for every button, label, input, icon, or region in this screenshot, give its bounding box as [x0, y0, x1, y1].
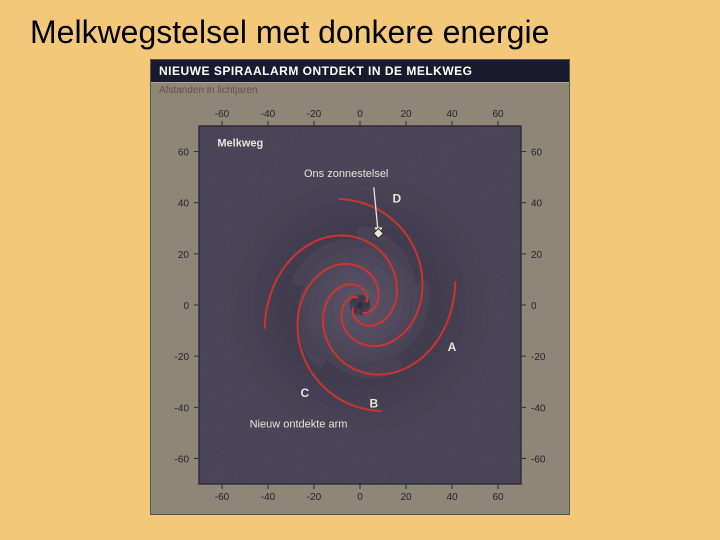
tick-label-top: 40: [446, 109, 458, 120]
tick-label-bottom: -60: [215, 492, 230, 503]
tick-label-left: -20: [175, 352, 190, 363]
tick-label-right: 40: [531, 199, 543, 210]
galaxy-plot-svg: -60 -60 -40 -40 -20 -20 0 0 20 20 40 40 60 60 60 60 40 40…: [151, 96, 569, 514]
tick-label-right: -20: [531, 352, 546, 363]
galaxy-figure: NIEUWE SPIRAALARM ONTDEKT IN DE MELKWEG …: [150, 59, 570, 515]
label-nieuw-arm: Nieuw ontdekte arm: [250, 419, 348, 431]
tick-label-left: 0: [183, 301, 189, 312]
galaxy-haze: [230, 175, 490, 435]
tick-label-left: 20: [178, 250, 190, 261]
tick-label-top: -20: [307, 109, 322, 120]
label-melkweg: Melkweg: [217, 137, 263, 149]
slide: Melkwegstelsel met donkere energie NIEUW…: [0, 0, 720, 540]
tick-label-right: 0: [531, 301, 537, 312]
tick-label-right: -60: [531, 454, 546, 465]
tick-label-left: -40: [175, 403, 190, 414]
tick-label-top: 60: [492, 109, 504, 120]
tick-label-top: 0: [357, 109, 363, 120]
tick-label-left: -60: [175, 454, 190, 465]
tick-label-bottom: 20: [400, 492, 412, 503]
tick-label-right: 60: [531, 148, 543, 159]
tick-label-top: 20: [400, 109, 412, 120]
page-title: Melkwegstelsel met donkere energie: [0, 14, 720, 51]
tick-label-left: 60: [178, 148, 190, 159]
figure-header: NIEUWE SPIRAALARM ONTDEKT IN DE MELKWEG: [151, 60, 569, 83]
label-C: C: [300, 386, 309, 400]
figure-subtitle: Afstanden in lichtjaren: [151, 83, 569, 96]
tick-label-right: 20: [531, 250, 543, 261]
tick-label-top: -40: [261, 109, 276, 120]
label-B: B: [369, 396, 378, 410]
label-D: D: [392, 192, 401, 206]
tick-label-bottom: 60: [492, 492, 504, 503]
tick-label-bottom: 0: [357, 492, 363, 503]
tick-label-bottom: -40: [261, 492, 276, 503]
tick-label-right: -40: [531, 403, 546, 414]
label-A: A: [448, 340, 457, 354]
tick-label-top: -60: [215, 109, 230, 120]
tick-label-left: 40: [178, 199, 190, 210]
tick-label-bottom: -20: [307, 492, 322, 503]
plot-area: -60 -60 -40 -40 -20 -20 0 0 20 20 40 40 60 60 60 60 40 40…: [151, 96, 569, 514]
tick-label-bottom: 40: [446, 492, 458, 503]
label-ons-zonnestelsel: Ons zonnestelsel: [304, 168, 388, 180]
